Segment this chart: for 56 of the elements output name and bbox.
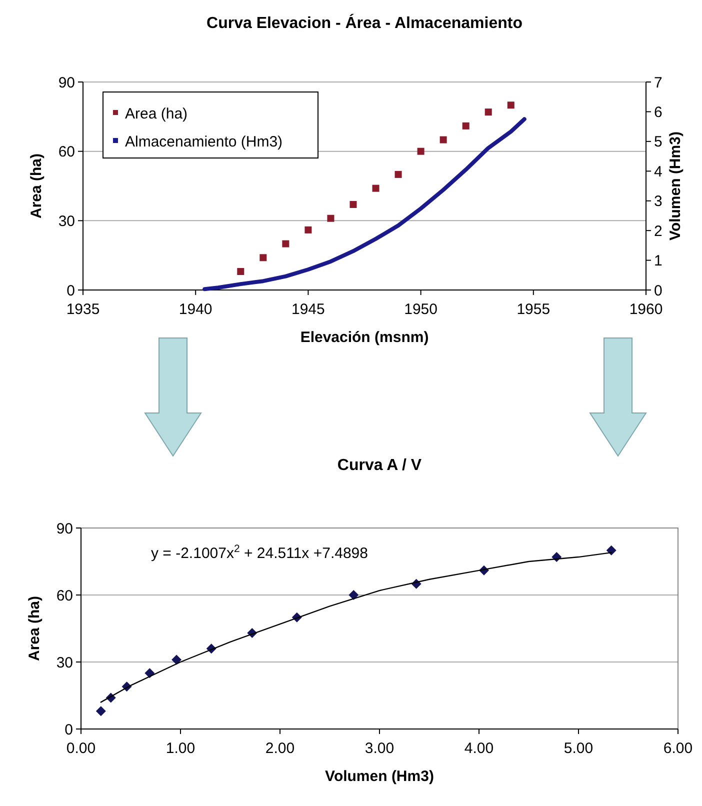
x-tick-label: 1955 bbox=[516, 301, 550, 318]
y-axis-title: Area (ha) bbox=[26, 596, 43, 662]
y-tick-label: 60 bbox=[56, 587, 73, 604]
point bbox=[484, 108, 492, 116]
x-tick-label: 2.00 bbox=[265, 740, 295, 757]
x-tick-label: 6.00 bbox=[663, 740, 693, 757]
chart-title: Curva A / V bbox=[337, 457, 422, 474]
y2-tick-label: 7 bbox=[654, 74, 662, 92]
point bbox=[327, 214, 334, 222]
x-tick-label: 3.00 bbox=[364, 740, 394, 757]
y2-tick-label: 6 bbox=[654, 104, 662, 121]
point bbox=[348, 590, 359, 600]
y-tick-label: 90 bbox=[56, 520, 73, 538]
point bbox=[606, 545, 616, 556]
y-tick-label: 60 bbox=[58, 144, 75, 161]
y-tick-label: 30 bbox=[56, 654, 73, 672]
y-axis-title: Area (ha) bbox=[28, 153, 45, 219]
point bbox=[440, 136, 447, 144]
x-tick-label: 0.00 bbox=[66, 740, 96, 757]
y2-tick-label: 5 bbox=[654, 134, 662, 151]
point bbox=[260, 254, 267, 262]
point bbox=[350, 200, 357, 208]
point bbox=[172, 654, 182, 665]
point bbox=[462, 122, 470, 130]
y-tick-label: 0 bbox=[64, 721, 73, 738]
y2-tick-label: 1 bbox=[654, 252, 662, 270]
legend-label: Area (ha) bbox=[125, 105, 188, 122]
point bbox=[237, 268, 244, 276]
x-axis-title: Elevación (msnm) bbox=[300, 329, 429, 346]
y2-tick-label: 4 bbox=[654, 163, 662, 180]
x-tick-label: 5.00 bbox=[564, 740, 594, 757]
point bbox=[417, 148, 424, 155]
x-tick-label: 1940 bbox=[178, 301, 212, 318]
x-tick-label: 1950 bbox=[404, 301, 438, 318]
y2-axis-title: Volumen (Hm3) bbox=[667, 132, 684, 240]
x-tick-label: 1960 bbox=[629, 301, 663, 318]
point bbox=[304, 226, 312, 234]
legend-label: Almacenamiento (Hm3) bbox=[125, 133, 283, 150]
y-tick-label: 0 bbox=[66, 282, 75, 300]
x-tick-label: 4.00 bbox=[464, 740, 494, 757]
annotation: y = -2.1007x$^{2}$ + 24.511x +7.4898 bbox=[151, 543, 368, 562]
x-tick-label: 1.00 bbox=[166, 740, 196, 757]
point bbox=[372, 184, 380, 192]
y-tick-label: 90 bbox=[58, 74, 75, 92]
y2-tick-label: 2 bbox=[654, 222, 662, 240]
point bbox=[394, 170, 402, 178]
x-axis-title: Volumen (Hm3) bbox=[325, 768, 434, 785]
y-tick-label: 30 bbox=[58, 212, 75, 230]
point bbox=[282, 240, 290, 248]
point bbox=[96, 706, 106, 716]
x-tick-label: 1945 bbox=[292, 301, 325, 318]
y2-tick-label: 0 bbox=[654, 282, 662, 300]
x-tick-label: 1935 bbox=[66, 301, 100, 318]
chart-title: Curva Elevacion - Área - Almacenamiento bbox=[206, 13, 523, 32]
point bbox=[507, 102, 514, 109]
y2-tick-label: 3 bbox=[654, 193, 662, 210]
